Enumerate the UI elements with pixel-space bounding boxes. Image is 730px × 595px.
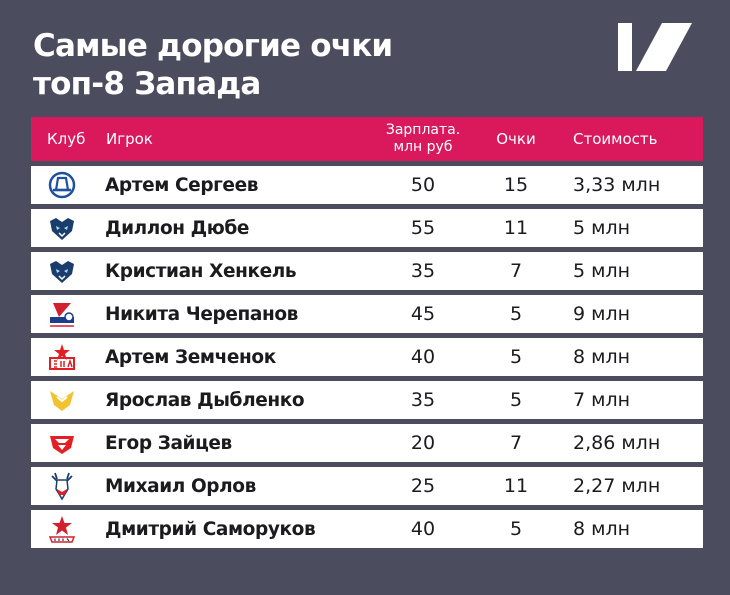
salary-value: 20 [410,432,436,454]
bars-logo-icon [50,261,74,283]
points-value: 5 [509,389,523,411]
salary-value: 55 [410,217,436,239]
salary-value: 35 [410,260,436,282]
table-row: Никита Черепанов 45 5 9 млн [31,295,703,333]
player-name: Артем Сергеев [105,174,259,196]
player-name: Кристиан Хенкель [105,260,297,282]
points-value: 5 [509,518,523,540]
table-row: Артем Земченок 40 5 8 млн [31,338,703,376]
cost-value: 7 млн [573,389,631,411]
cost-value: 2,86 млн [573,432,661,454]
points-value: 15 [503,174,529,196]
player-name: Михаил Орлов [105,475,256,497]
player-name: Диллон Дюбе [105,217,249,239]
vityaz-logo-icon [51,472,73,501]
table-row: Михаил Орлов 25 11 2,27 млн [31,467,703,505]
header-club: Клуб [47,130,86,148]
header-salary: Зарплата. млн руб [368,117,478,161]
table-row: Егор Зайцев 20 7 2,86 млн [31,424,703,462]
points-value: 5 [509,346,523,368]
cost-value: 8 млн [573,518,631,540]
title-line-2: топ-8 Запада [33,66,261,102]
bars-logo-icon [50,218,74,240]
player-name: Егор Зайцев [105,432,232,454]
cost-value: 5 млн [573,217,631,239]
salary-value: 45 [410,303,436,325]
points-value: 5 [509,303,523,325]
header-salary-line2: млн руб [393,139,453,155]
salary-table: Клуб Игрок Зарплата. млн руб Очки Стоимо… [31,117,703,548]
points-value: 7 [509,260,523,282]
header-player: Игрок [106,130,153,148]
points-value: 11 [503,217,529,239]
brand-slash-logo-icon [618,23,692,71]
table-row: Кристиан Хенкель 35 7 5 млн [31,252,703,290]
header-salary-line1: Зарплата. [385,122,461,138]
severstal-logo-icon [50,391,74,411]
header-cost: Стоимость [573,130,658,148]
player-name: Никита Черепанов [105,303,298,325]
table-row: Ярослав Дыбленко 35 5 7 млн [31,381,703,419]
table-header: Клуб Игрок Зарплата. млн руб Очки Стоимо… [31,117,703,161]
table-row: Диллон Дюбе 55 11 5 млн [31,209,703,247]
player-name: Ярослав Дыбленко [105,389,305,411]
lokomotiv-logo-icon [50,303,74,327]
table-row: Артем Сергеев 50 15 3,33 млн [31,166,703,204]
salary-value: 25 [410,475,436,497]
player-name: Дмитрий Саморуков [105,518,316,540]
cost-value: 8 млн [573,346,631,368]
points-value: 7 [509,432,523,454]
player-name: Артем Земченок [105,346,276,368]
points-value: 11 [503,475,529,497]
cost-value: 5 млн [573,260,631,282]
table-row: Дмитрий Саморуков 40 5 8 млн [31,510,703,548]
cost-value: 2,27 млн [573,475,661,497]
page-title: Самые дорогие очки топ-8 Запада [33,27,393,103]
header-points: Очки [496,130,536,148]
dynamo-logo-icon [48,171,76,199]
title-line-1: Самые дорогие очки [33,28,393,64]
salary-value: 35 [410,389,436,411]
spartak-logo-icon [50,436,74,454]
cska-logo-icon [48,516,76,543]
salary-value: 40 [410,518,436,540]
cost-value: 9 млн [573,303,631,325]
cost-value: 3,33 млн [573,174,661,196]
salary-value: 40 [410,346,436,368]
ska-logo-icon [49,344,75,370]
salary-value: 50 [410,174,436,196]
